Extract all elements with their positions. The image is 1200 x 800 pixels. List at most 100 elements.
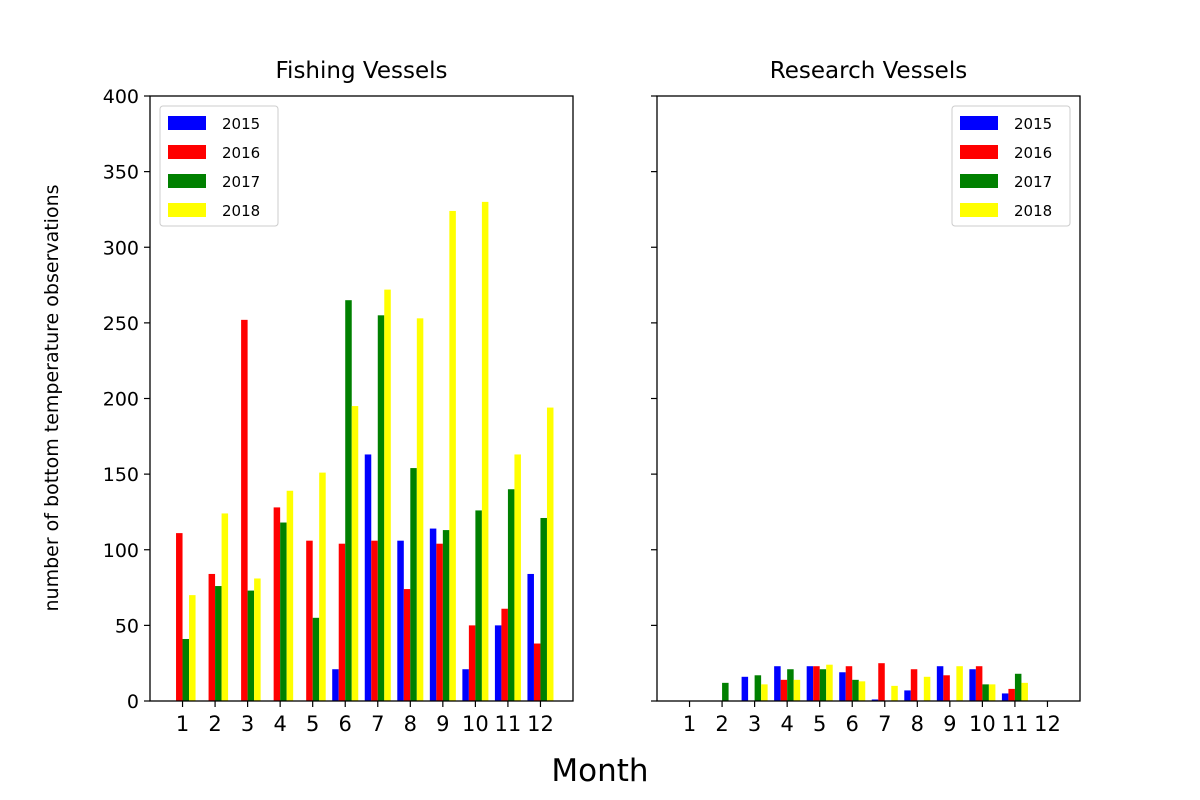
bar-2017-month-7: [377, 315, 385, 701]
bar-2015-month-6: [839, 672, 846, 701]
legend-swatch-2016: [168, 145, 206, 159]
bar-2018-month-3: [254, 578, 261, 701]
x-tick-label: 7: [878, 712, 891, 736]
bar-2017-month-9: [442, 530, 450, 701]
x-tick-label: 10: [462, 712, 489, 736]
bar-2017-month-10: [982, 684, 989, 701]
legend: 2015 2016 2017 2018: [159, 105, 279, 227]
chart-fishing-vessels: Fishing Vessels 0 50 100 150 200 250 300 350 400 1…: [103, 58, 574, 736]
bar-2018-month-2: [221, 513, 229, 701]
bar-2016-month-9: [943, 675, 950, 701]
bar-2015-month-10: [462, 669, 469, 701]
legend-box: [159, 105, 279, 227]
legend-label-2015: 2015: [222, 115, 260, 133]
legend-swatch-2017: [168, 174, 206, 188]
x-tick-label: 5: [306, 712, 319, 736]
chart-title: Fishing Vessels: [276, 58, 448, 84]
bar-2017-month-11: [507, 489, 515, 701]
x-tick-label: 2: [208, 712, 221, 736]
legend-swatch-2016: [960, 145, 998, 159]
bar-2016-month-1: [176, 533, 183, 701]
bar-2015-month-10: [969, 669, 976, 701]
bar-2018-month-12: [546, 407, 554, 701]
bar-2017-month-10: [475, 510, 482, 701]
legend-label-2015: 2015: [1014, 115, 1052, 133]
x-tick-label: 3: [748, 712, 761, 736]
x-tick-label: 11: [1002, 712, 1029, 736]
legend-swatch-2015: [960, 116, 998, 130]
bar-2018-month-11: [1021, 682, 1028, 701]
bar-2015-month-8: [904, 690, 911, 701]
bar-2017-month-1: [182, 638, 190, 701]
x-tick-label: 4: [780, 712, 793, 736]
x-tick-label: 6: [846, 712, 859, 736]
bar-2015-month-11: [494, 625, 502, 701]
bar-2016-month-8: [403, 589, 411, 701]
bar-2016-month-2: [208, 573, 216, 701]
bar-2017-month-12: [540, 517, 547, 701]
x-tick-label: 9: [436, 712, 449, 736]
y-tick-label: 200: [103, 389, 139, 411]
y-tick-label: 250: [103, 313, 139, 335]
x-tick-label: 2: [715, 712, 728, 736]
x-tick-label: 12: [1034, 712, 1061, 736]
bar-2018-month-5: [826, 664, 833, 701]
bar-2016-month-12: [533, 643, 541, 701]
bar-2018-month-10: [481, 201, 489, 701]
bar-2016-month-4: [273, 507, 281, 701]
bar-2018-month-7: [384, 289, 391, 701]
y-tick-label: 50: [115, 615, 139, 637]
x-tick-label: 3: [241, 712, 254, 736]
bar-2016-month-9: [436, 543, 443, 701]
bar-2018-month-8: [416, 318, 424, 701]
bar-2016-month-7: [371, 540, 378, 701]
bar-2017-month-3: [754, 675, 762, 701]
y-tick-label: 350: [103, 162, 139, 184]
bar-2016-month-8: [910, 669, 918, 701]
bar-2017-month-2: [215, 586, 222, 701]
bar-2018-month-4: [793, 679, 801, 701]
legend-label-2018: 2018: [1014, 202, 1052, 220]
bar-2018-month-11: [514, 454, 521, 701]
bar-2015-month-5: [806, 666, 814, 701]
bar-2015-month-7: [871, 699, 879, 701]
bar-2017-month-4: [787, 669, 794, 701]
bar-2018-month-1: [189, 595, 196, 701]
bar-2016-month-3: [241, 319, 248, 701]
bar-2017-month-3: [247, 590, 255, 701]
bar-2015-month-8: [397, 540, 404, 701]
x-tick-label: 5: [813, 712, 826, 736]
figure-x-axis-label: Month: [551, 753, 648, 789]
y-tick-label: 100: [103, 540, 139, 562]
bar-2017-month-5: [312, 617, 320, 701]
x-tick-label: 11: [495, 712, 522, 736]
bar-2018-month-7: [891, 685, 898, 701]
bar-2016-month-6: [338, 543, 346, 701]
bar-2015-month-6: [332, 669, 339, 701]
bar-2015-month-7: [364, 454, 372, 701]
y-tick-label: 400: [103, 86, 139, 108]
bar-2018-month-6: [351, 406, 359, 701]
bar-2016-month-11: [501, 608, 508, 701]
bar-2018-month-10: [988, 684, 996, 701]
legend-label-2016: 2016: [1014, 144, 1052, 162]
x-tick-label: 8: [404, 712, 417, 736]
bar-2016-month-7: [878, 663, 885, 701]
x-tick-label: 8: [911, 712, 924, 736]
bar-2015-month-3: [741, 676, 749, 701]
bar-2015-month-9: [936, 666, 944, 701]
bar-2018-month-3: [761, 684, 768, 701]
legend-label-2018: 2018: [222, 202, 260, 220]
bar-2017-month-6: [345, 300, 352, 701]
legend-swatch-2017: [960, 174, 998, 188]
bar-2015-month-4: [774, 666, 781, 701]
legend-label-2017: 2017: [222, 173, 260, 191]
bar-2016-month-11: [1008, 688, 1015, 701]
bar-2015-month-11: [1001, 693, 1009, 701]
bar-2016-month-5: [813, 666, 820, 701]
bar-2015-month-12: [527, 573, 534, 701]
figure-y-axis-label: number of bottom temperature observation…: [41, 184, 63, 611]
bar-2017-month-11: [1014, 673, 1022, 701]
bar-2017-month-5: [819, 669, 827, 701]
